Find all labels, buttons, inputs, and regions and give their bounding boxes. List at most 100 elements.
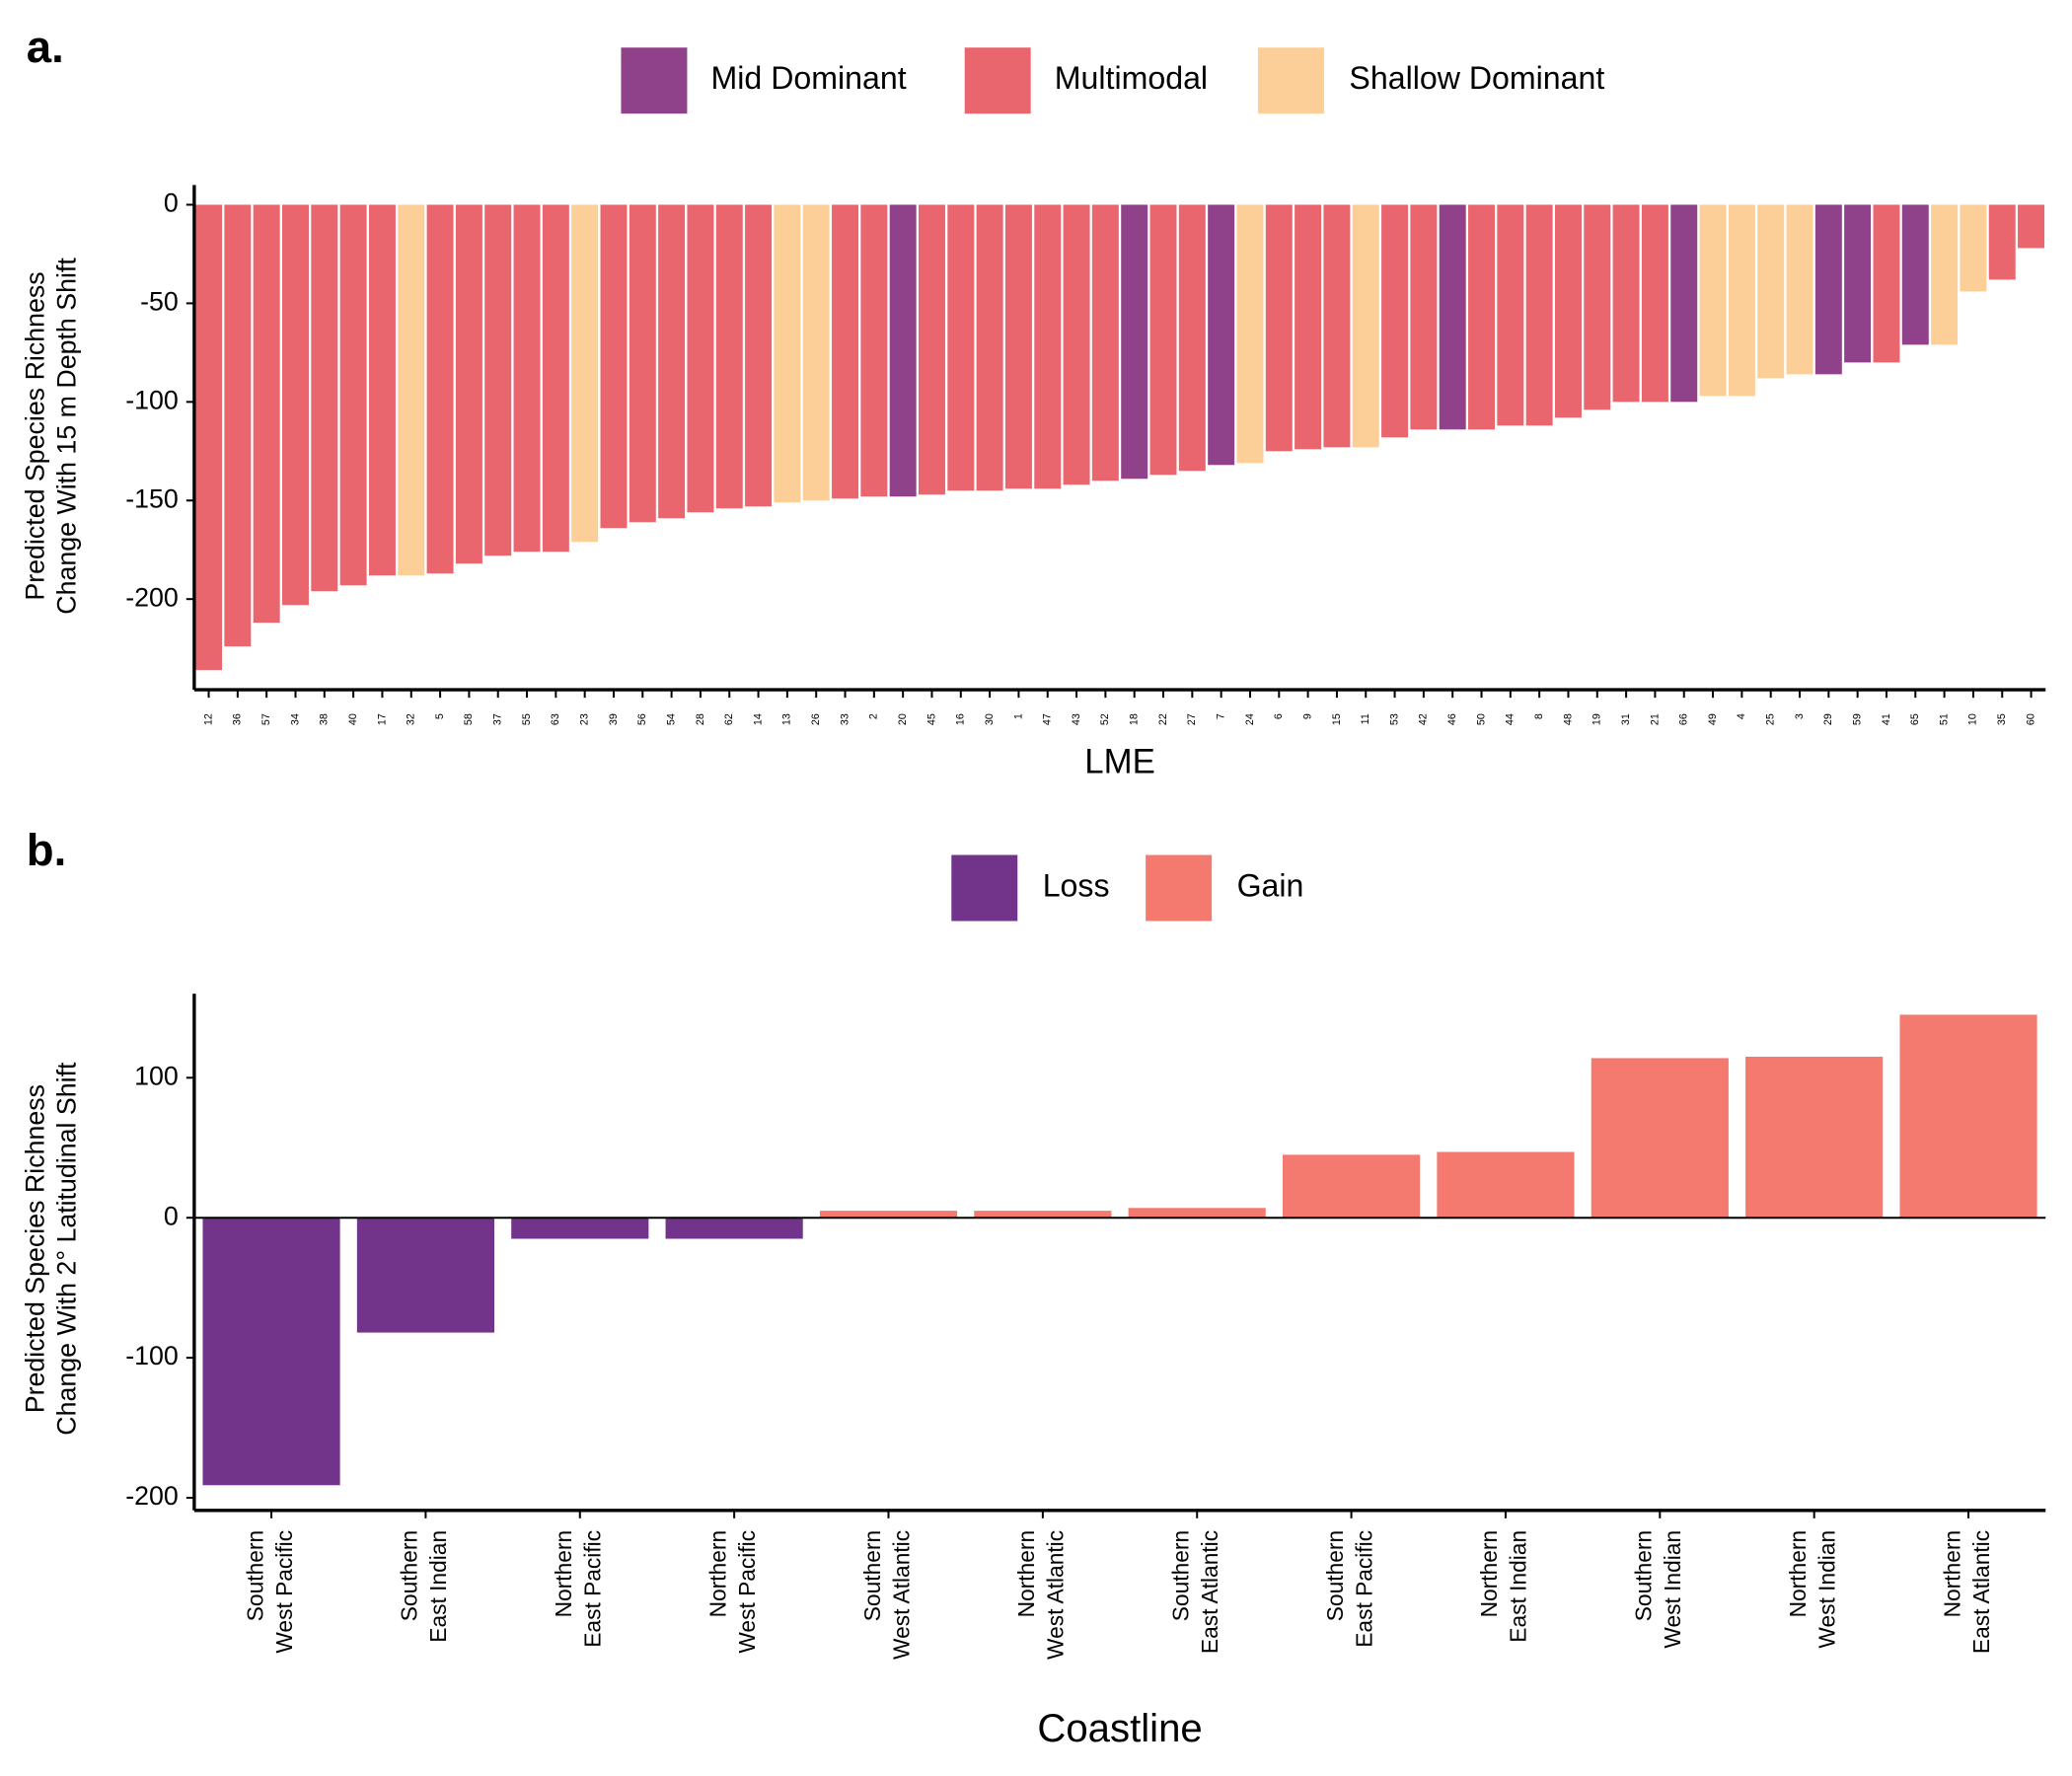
y-tick-label: 0 [164,188,179,218]
bar [665,1218,803,1239]
bar [1960,204,1987,292]
bar [1699,204,1727,397]
bar [1899,1014,2037,1219]
x-tick-label: 63 [550,713,561,725]
y-tick-label: -100 [125,385,179,414]
x-tick-label: 59 [1851,713,1863,725]
x-tick-label: West Indian [1660,1530,1685,1649]
legend-label: Loss [1043,867,1110,903]
x-tick-label: East Indian [1506,1530,1531,1643]
bar [398,204,425,576]
bar [1034,204,1062,489]
bar [802,204,830,501]
y-axis-title: Predicted Species Richness [21,271,50,600]
bar [1063,204,1090,485]
bar [1670,204,1698,403]
bar [1295,204,1322,450]
bar [947,204,975,491]
x-tick-label: 27 [1186,713,1198,725]
bar [1004,204,1032,489]
bar [976,204,1003,491]
legend-swatch [1146,854,1213,922]
x-tick-label: 65 [1909,713,1921,725]
x-tick-label: 53 [1388,713,1400,725]
x-tick-label: 18 [1129,713,1141,725]
x-tick-label: 10 [1967,713,1979,725]
x-tick-label: 11 [1360,713,1371,724]
x-tick-label: 57 [260,713,272,725]
x-tick-label: East Pacific [1351,1530,1376,1648]
bar [819,1211,958,1219]
x-tick-label: 15 [1331,713,1343,725]
x-tick-label: Northern [1013,1530,1039,1618]
bar [2018,204,2045,249]
bar [224,204,252,647]
y-axis-title: Change With 15 m Depth Shift [52,258,82,615]
x-tick-label: 19 [1591,713,1603,725]
bar [282,204,309,606]
bar [1178,204,1206,472]
x-tick-label: 13 [781,713,793,725]
x-tick-label: 50 [1475,713,1487,725]
x-tick-label: 1 [1012,713,1024,719]
x-tick-label: 62 [723,713,735,725]
bar [860,204,888,497]
y-tick-label: -150 [125,483,179,513]
bar [1410,204,1438,430]
x-tick-label: 41 [1881,713,1892,725]
x-tick-label: 26 [810,713,822,725]
x-tick-label: 33 [839,713,851,725]
x-tick-label: Southern [1322,1530,1348,1621]
x-tick-label: 47 [1042,713,1054,725]
x-tick-label: 22 [1157,713,1169,725]
x-tick-label: 21 [1649,713,1661,725]
x-tick-label: Northern [1476,1530,1502,1618]
x-tick-label: 3 [1794,713,1806,719]
bar [1265,204,1293,452]
legend-label: Mid Dominant [711,60,907,96]
x-tick-label: 48 [1562,713,1574,725]
bar [1931,204,1959,345]
bar [1323,204,1351,448]
bar [1468,204,1496,430]
bar [658,204,686,519]
x-tick-label: East Atlantic [1968,1530,1994,1654]
bar [1728,204,1755,397]
bar [195,204,223,671]
x-tick-label: 20 [897,713,909,725]
x-tick-label: 2 [868,713,880,719]
x-tick-label: 29 [1822,713,1834,725]
x-tick-label: 40 [347,713,359,725]
x-tick-label: 17 [376,713,388,725]
bar [715,204,743,509]
bar [1584,204,1611,410]
bar [600,204,628,529]
bar [1381,204,1409,438]
x-tick-label: 9 [1301,713,1313,719]
x-tick-label: 55 [521,713,533,725]
bar [745,204,773,507]
bar [368,204,396,576]
bar [455,204,482,564]
bar [918,204,945,495]
bar [1497,204,1524,426]
bar [1283,1154,1421,1219]
bar [202,1218,340,1486]
bar [484,204,512,556]
legend-label: Shallow Dominant [1349,60,1604,96]
y-tick-label: 0 [164,1201,179,1230]
x-tick-label: 7 [1215,713,1226,719]
x-tick-label: 24 [1244,713,1256,725]
bar [1757,204,1785,379]
x-tick-label: West Pacific [734,1530,760,1654]
bar [1873,204,1900,363]
x-tick-label: Northern [1785,1530,1811,1618]
bar [1149,204,1177,476]
x-tick-label: 45 [925,713,937,725]
x-tick-label: West Atlantic [1043,1530,1069,1660]
x-tick-label: 31 [1620,713,1632,725]
bar [1091,204,1119,481]
x-axis-title: Coastline [1037,1706,1202,1750]
legend-swatch [1258,47,1324,114]
